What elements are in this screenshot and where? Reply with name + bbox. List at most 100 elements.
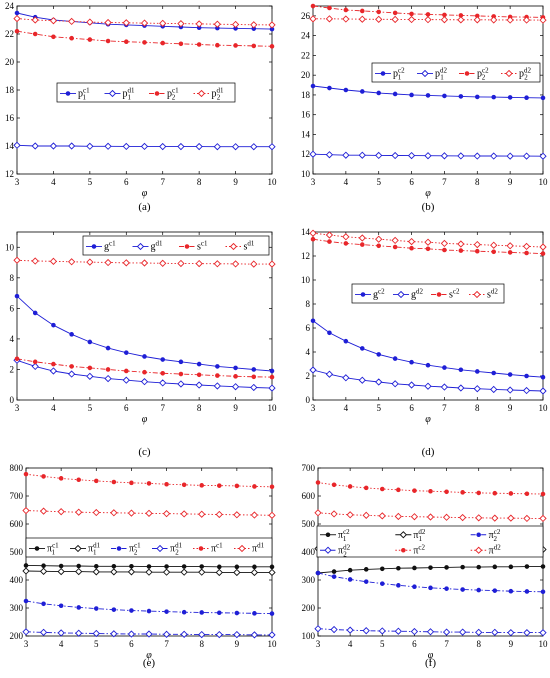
- x-tick-label: 8: [197, 403, 202, 413]
- data-point: [86, 372, 94, 380]
- legend-item: gd1: [132, 240, 163, 253]
- data-point: [195, 381, 203, 389]
- x-tick-label: 6: [124, 177, 129, 187]
- data-point: [39, 507, 48, 515]
- legend-item: πd1 1: [70, 542, 101, 557]
- data-point: [250, 143, 258, 151]
- legend-marker: [397, 290, 405, 299]
- label-sup: c1: [52, 542, 59, 550]
- data-point: [13, 256, 21, 264]
- legend-item: gc1: [86, 240, 116, 253]
- label-sub: 1: [93, 549, 97, 557]
- data-point: [216, 483, 222, 488]
- data-point: [146, 564, 152, 569]
- legend-label: sd1: [244, 240, 255, 253]
- data-point: [375, 235, 383, 243]
- legend-label: pc2 2: [477, 67, 489, 82]
- data-point: [234, 564, 240, 570]
- y-tick-label: 0: [306, 395, 311, 405]
- legend-label: gd2: [411, 288, 424, 301]
- label-base: π: [338, 545, 343, 556]
- y-tick-label: 0: [10, 395, 15, 405]
- data-point: [342, 15, 350, 23]
- data-point: [331, 574, 337, 579]
- data-point: [159, 259, 167, 267]
- label-sub: 2: [217, 94, 221, 102]
- data-point: [233, 568, 241, 577]
- label-sup: d2: [494, 543, 502, 551]
- legend-item: πd1 2: [152, 542, 183, 557]
- x-tick-label: 9: [233, 177, 238, 187]
- x-tick-label: 9: [508, 403, 513, 413]
- y-tick-label: 20: [5, 57, 15, 67]
- data-point: [180, 630, 188, 638]
- data-point: [459, 513, 467, 522]
- data-point: [178, 371, 184, 377]
- data-point: [491, 249, 497, 255]
- label-base: π: [338, 530, 343, 541]
- data-point: [391, 15, 399, 24]
- data-point: [473, 385, 481, 393]
- data-point: [22, 628, 30, 636]
- data-point: [425, 246, 431, 252]
- data-point: [105, 38, 111, 44]
- data-point: [394, 627, 402, 635]
- legend-marker: [154, 91, 160, 96]
- data-point: [13, 14, 21, 23]
- data-point: [123, 39, 129, 45]
- data-point: [87, 339, 93, 345]
- data-point: [69, 364, 74, 369]
- data-point: [507, 372, 513, 377]
- data-point: [524, 564, 530, 569]
- data-point: [127, 630, 136, 638]
- x-tick-label: 4: [344, 177, 349, 187]
- x-tick-label: 4: [344, 403, 349, 413]
- data-point: [330, 510, 338, 518]
- data-point: [122, 259, 130, 267]
- data-point: [233, 511, 241, 519]
- data-point: [76, 605, 82, 610]
- data-point: [140, 378, 149, 386]
- y-tick-label: 6: [10, 303, 15, 313]
- data-point: [198, 630, 206, 639]
- y-tick-label: 16: [5, 113, 15, 123]
- x-tick-label: 7: [160, 177, 165, 187]
- label-base: g: [104, 242, 109, 253]
- y-tick-label: 12: [301, 251, 310, 261]
- data-point: [442, 247, 447, 253]
- data-point: [506, 242, 514, 250]
- y-tick-label: 600: [302, 491, 316, 501]
- label-sup: d2: [343, 543, 351, 551]
- legend: gc1 gd1 sc1 sd1: [82, 235, 270, 256]
- data-point: [86, 142, 94, 150]
- legend-marker: [436, 292, 442, 297]
- legend-label: sd2: [487, 288, 498, 301]
- data-point: [31, 362, 39, 371]
- data-point: [391, 236, 399, 245]
- series-π2-d1: [22, 628, 276, 639]
- data-point: [310, 318, 316, 324]
- data-point: [492, 564, 498, 570]
- label-base: p: [167, 89, 172, 100]
- data-point: [507, 629, 515, 637]
- legend-marker: [476, 532, 481, 538]
- y-tick-label: 700: [10, 491, 24, 501]
- legend: gc2 gd2 sc2 sd2: [351, 283, 505, 304]
- data-point: [473, 152, 481, 160]
- data-point: [327, 85, 332, 91]
- legend-label: gc2: [373, 288, 385, 301]
- data-point: [215, 630, 223, 639]
- label-sub: 1: [398, 74, 402, 82]
- data-point: [506, 386, 514, 394]
- series-π-d2: [314, 509, 547, 523]
- series-line: [312, 5, 544, 18]
- label-sub: 2: [134, 549, 138, 557]
- label-sup: c1: [109, 240, 116, 248]
- data-point: [164, 609, 169, 614]
- data-point: [142, 354, 147, 359]
- legend-label: πc1: [211, 542, 223, 555]
- data-point: [363, 485, 369, 491]
- data-point: [234, 483, 240, 489]
- data-point: [442, 93, 447, 99]
- data-point: [425, 12, 431, 17]
